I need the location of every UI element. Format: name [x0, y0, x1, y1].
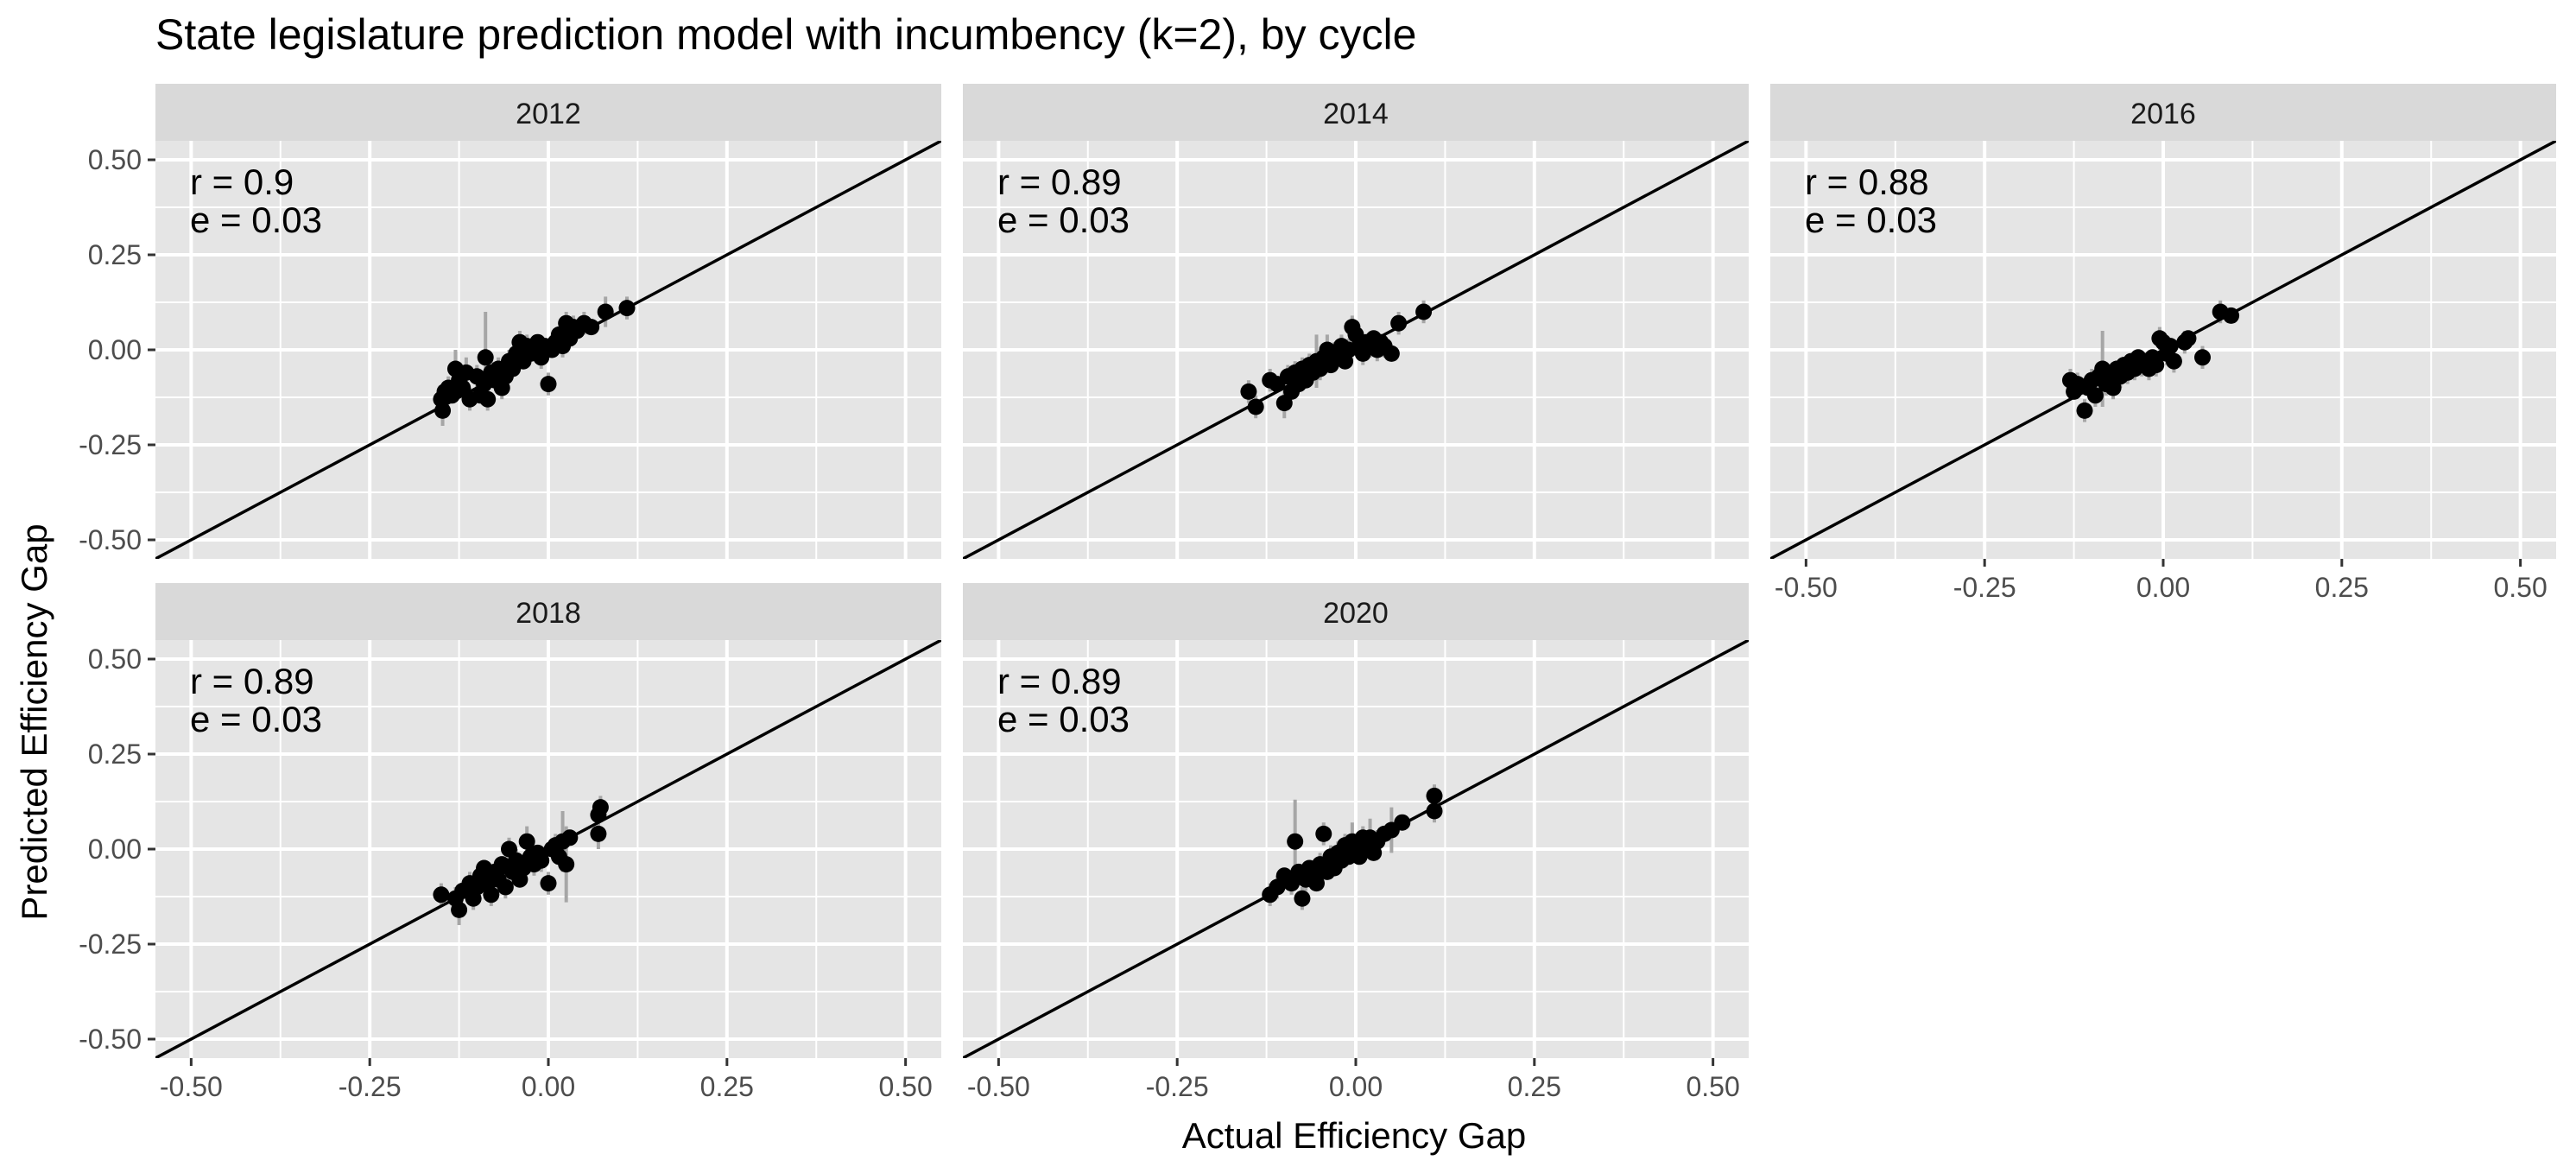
- data-point: [590, 825, 607, 842]
- data-point: [433, 886, 450, 904]
- panel-2016: 2016 r = 0.88e = 0.03 -0.50 -0.25 0.00 0.25 0.…: [1770, 84, 2556, 603]
- panel-marks: [963, 640, 1749, 1058]
- data-point: [497, 878, 514, 896]
- error-label: e = 0.03: [190, 200, 322, 240]
- data-point: [2076, 402, 2093, 419]
- panel-2012: 2012 r = 0.9e = 0.03 -0.50 -0.25 0.00 0.25 0.5…: [79, 84, 941, 559]
- data-point: [597, 303, 614, 320]
- data-point: [2165, 352, 2182, 370]
- data-point: [1415, 303, 1433, 320]
- correlation-label: r = 0.89: [190, 661, 314, 701]
- panel-marks: [1770, 141, 2556, 559]
- y-tick-label: 0.00: [88, 834, 142, 865]
- y-axis-label: Predicted Efficiency Gap: [14, 523, 54, 920]
- panel-marks: [155, 640, 941, 1058]
- y-tick-label: -0.25: [79, 429, 142, 460]
- error-label: e = 0.03: [190, 699, 322, 739]
- data-point: [479, 390, 497, 408]
- x-tick-label: -0.50: [160, 1071, 223, 1102]
- x-tick-label: 0.00: [2136, 572, 2190, 603]
- data-point: [540, 875, 557, 892]
- data-point: [2194, 349, 2211, 366]
- x-tick-label: 0.00: [1329, 1071, 1383, 1102]
- data-point: [434, 402, 452, 419]
- data-point: [1383, 345, 1400, 362]
- y-tick-label: -0.50: [79, 524, 142, 555]
- facet-strip-label: 2016: [2130, 98, 2196, 130]
- y-tick-label: 0.00: [88, 334, 142, 365]
- data-point: [583, 319, 600, 336]
- y-tick-label: -0.50: [79, 1024, 142, 1055]
- data-point: [1294, 890, 1311, 907]
- y-tick-label: 0.25: [88, 739, 142, 770]
- panel-2018: 2018 r = 0.89e = 0.03 -0.50 -0.25 0.00 0.25 0.…: [79, 583, 941, 1102]
- facet-strip: [155, 84, 941, 141]
- x-tick-label: 0.50: [1686, 1071, 1739, 1102]
- x-tick-label: -0.25: [339, 1071, 402, 1102]
- data-point: [1390, 314, 1408, 332]
- error-label: e = 0.03: [1805, 200, 1937, 240]
- correlation-label: r = 0.88: [1805, 162, 1929, 202]
- facet-strip: [963, 84, 1749, 141]
- data-point: [1426, 787, 1443, 804]
- data-point: [451, 901, 468, 918]
- data-point: [2223, 307, 2240, 324]
- data-point: [561, 829, 579, 846]
- correlation-label: r = 0.89: [997, 162, 1122, 202]
- x-tick-label: 0.25: [1508, 1071, 1561, 1102]
- facet-strip-label: 2014: [1323, 98, 1389, 130]
- y-tick-label: 0.25: [88, 239, 142, 270]
- facet-strip-label: 2012: [516, 98, 581, 130]
- data-point: [592, 799, 609, 816]
- data-point: [1308, 875, 1325, 892]
- data-point: [2161, 338, 2179, 355]
- facet-strip: [155, 583, 941, 640]
- facet-strip-label: 2020: [1323, 597, 1389, 630]
- x-tick-label: 0.50: [2493, 572, 2547, 603]
- data-point: [1287, 833, 1304, 850]
- y-tick-label: 0.50: [88, 144, 142, 175]
- data-point: [1426, 802, 1443, 820]
- data-point: [518, 833, 535, 850]
- data-point: [1247, 398, 1264, 415]
- error-label: e = 0.03: [997, 699, 1130, 739]
- data-point: [540, 376, 557, 393]
- data-point: [558, 856, 575, 873]
- data-point: [1315, 825, 1332, 842]
- correlation-label: r = 0.89: [997, 661, 1122, 701]
- error-label: e = 0.03: [997, 200, 1130, 240]
- x-tick-label: -0.50: [967, 1071, 1030, 1102]
- data-point: [483, 886, 500, 904]
- facet-strip: [963, 583, 1749, 640]
- chart-title: State legislature prediction model with …: [155, 10, 1416, 59]
- facet-strip: [1770, 84, 2556, 141]
- data-point: [1240, 383, 1257, 400]
- x-tick-label: 0.00: [522, 1071, 575, 1102]
- data-point: [477, 349, 494, 366]
- x-tick-label: 0.25: [2315, 572, 2369, 603]
- data-point: [2180, 330, 2197, 347]
- x-tick-label: 0.25: [700, 1071, 754, 1102]
- y-tick-label: -0.25: [79, 929, 142, 960]
- data-point: [2148, 357, 2165, 374]
- data-point: [618, 300, 636, 317]
- correlation-label: r = 0.9: [190, 162, 294, 202]
- x-axis-label: Actual Efficiency Gap: [1182, 1115, 1526, 1156]
- x-tick-label: -0.25: [1146, 1071, 1209, 1102]
- panel-marks: [963, 141, 1749, 559]
- data-point: [1394, 814, 1411, 831]
- data-point: [2086, 387, 2104, 404]
- x-tick-label: 0.50: [878, 1071, 932, 1102]
- facet-strip-label: 2018: [516, 597, 581, 630]
- x-tick-label: -0.50: [1775, 572, 1838, 603]
- panel-2014: 2014 r = 0.89e = 0.03: [963, 84, 1749, 559]
- x-tick-label: -0.25: [1953, 572, 2016, 603]
- data-point: [533, 852, 550, 869]
- y-tick-label: 0.50: [88, 644, 142, 675]
- panel-2020: 2020 r = 0.89e = 0.03 -0.50 -0.25 0.00 0.25 0.…: [963, 583, 1749, 1102]
- panel-marks: [155, 141, 941, 559]
